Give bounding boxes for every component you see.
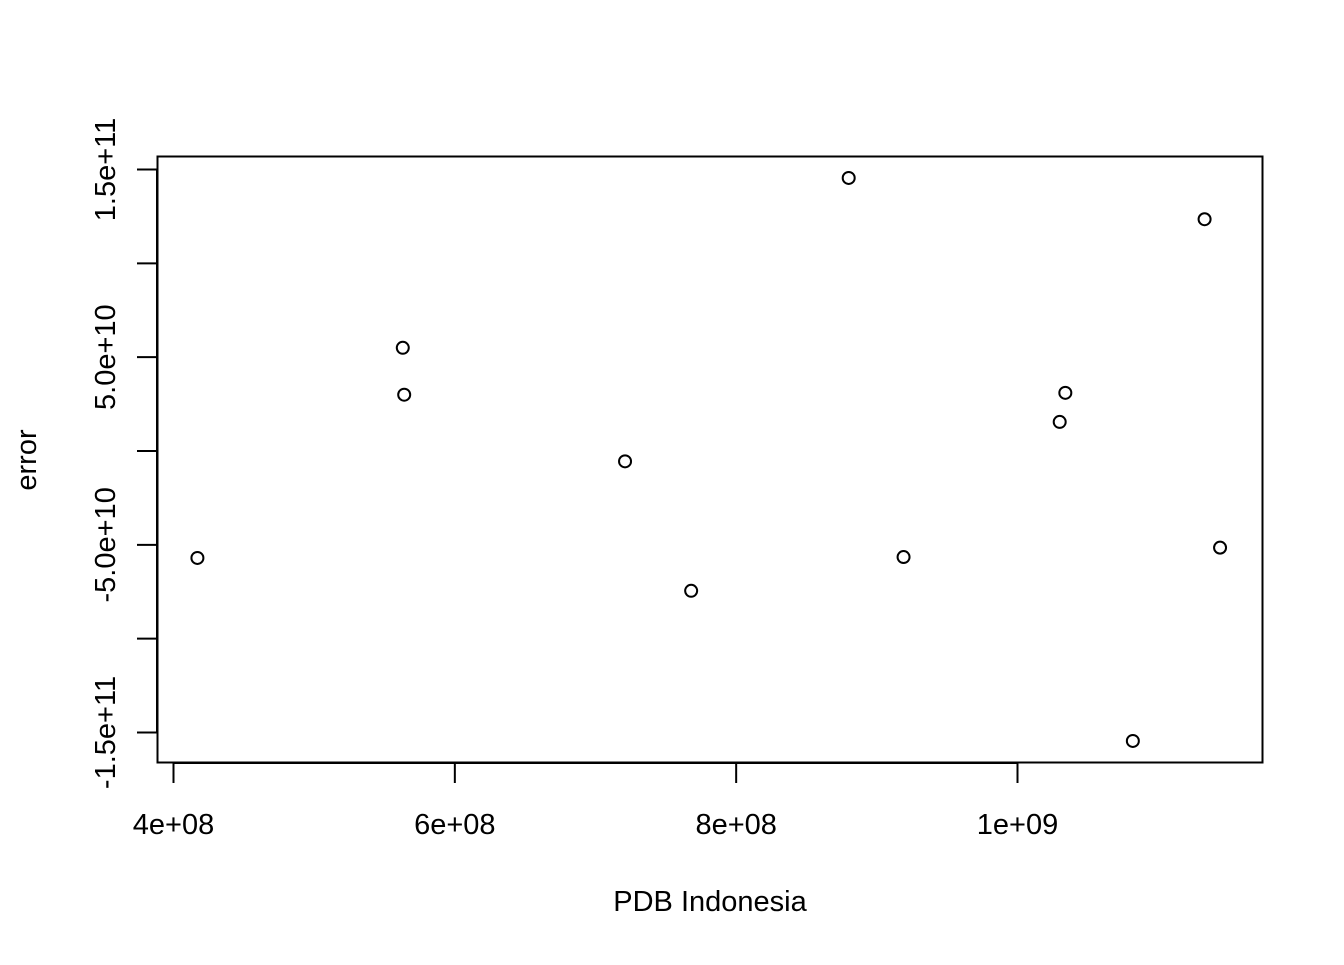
x-tick-label: 1e+09 (977, 809, 1058, 841)
data-point (1058, 385, 1073, 400)
x-axis: 4e+08 6e+08 8e+08 1e+09 (133, 762, 1058, 841)
x-tick-label: 4e+08 (133, 809, 214, 841)
data-point (1125, 733, 1140, 748)
data-point (841, 170, 856, 185)
y-axis-label: error (11, 429, 43, 491)
data-point (190, 550, 205, 565)
y-tick-label: -5.0e+10 (90, 487, 122, 602)
x-tick-label: 8e+08 (695, 809, 776, 841)
data-point (1213, 540, 1228, 555)
data-points (190, 170, 1228, 748)
data-point (618, 454, 633, 469)
y-tick-label: 1.5e+11 (90, 118, 122, 221)
y-tick-label: -1.5e+11 (90, 676, 122, 789)
data-point (1197, 212, 1212, 227)
data-point (1052, 414, 1067, 429)
x-axis-label: PDB Indonesia (613, 886, 807, 918)
y-tick-label: 5.0e+10 (90, 304, 122, 410)
data-point (397, 387, 412, 402)
data-point (395, 340, 410, 355)
data-point (684, 583, 699, 598)
y-axis: -1.5e+11 -5.0e+10 5.0e+10 1.5e+11 (90, 118, 158, 789)
data-point (896, 550, 911, 565)
x-tick-label: 6e+08 (414, 809, 495, 841)
